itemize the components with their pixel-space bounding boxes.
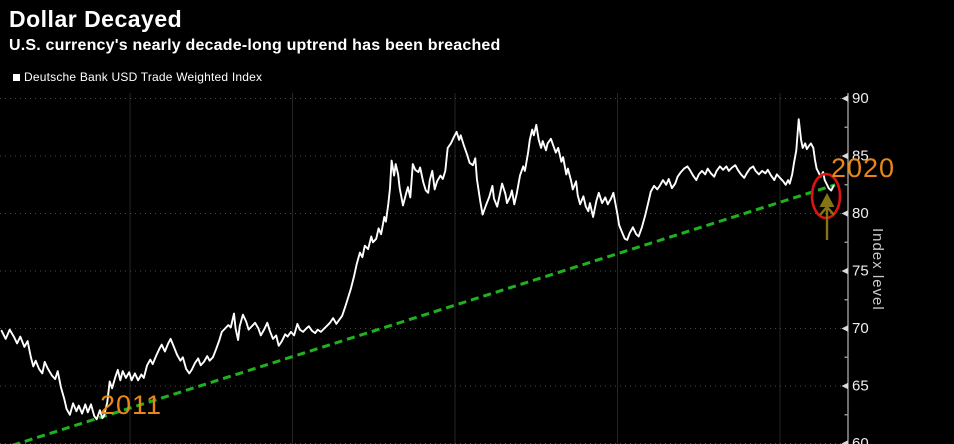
y-axis-ticks [841, 95, 849, 444]
svg-text:80: 80 [852, 205, 869, 222]
annotation-year-2011: 2011 [100, 390, 163, 420]
annotation-year-2020: 2020 [831, 153, 896, 183]
y-axis: 60 65 70 75 80 85 90 [841, 90, 869, 444]
svg-text:90: 90 [852, 90, 869, 107]
svg-text:60: 60 [852, 435, 869, 444]
svg-text:65: 65 [852, 378, 869, 395]
legend-square-icon [13, 73, 20, 81]
svg-text:85: 85 [852, 148, 869, 165]
up-arrow-annotation [819, 193, 835, 240]
chart-subtitle: U.S. currency's nearly decade-long uptre… [9, 37, 501, 54]
y-axis-tick-labels: 60 65 70 75 80 85 90 [852, 90, 869, 444]
uptrend-trendline [11, 183, 836, 444]
legend: Deutsche Bank USD Trade Weighted Index [13, 70, 262, 84]
legend-series-label: Deutsche Bank USD Trade Weighted Index [24, 70, 263, 84]
svg-text:75: 75 [852, 263, 869, 280]
y-axis-title: Index level [869, 228, 886, 311]
price-line-series [0, 118, 835, 421]
vertical-gridlines [129, 93, 781, 444]
svg-text:70: 70 [852, 320, 869, 337]
chart-title: Dollar Decayed [9, 6, 183, 32]
